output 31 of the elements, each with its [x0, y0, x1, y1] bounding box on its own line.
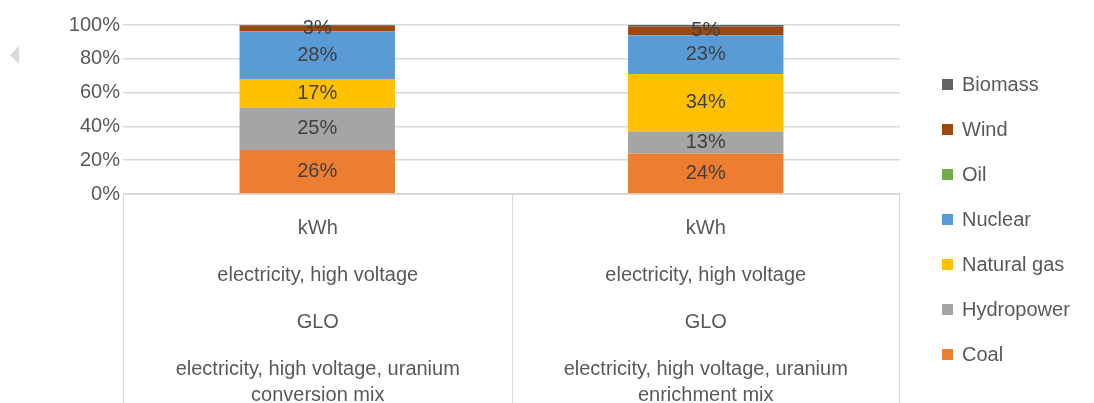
data-label: 17%: [297, 80, 338, 103]
y-tick-label: 20%: [79, 147, 121, 170]
data-label: 28%: [297, 42, 338, 65]
bar: [628, 131, 784, 154]
bar: [239, 150, 395, 194]
legend-label: Hydropower: [962, 298, 1070, 321]
y-tick-label: 60%: [79, 80, 121, 103]
y-tick-label: 100%: [68, 12, 121, 35]
category-label: kWh electricity, high voltage GLO electricity, high voltage, uranium enrichment mix: [563, 216, 848, 403]
category-label: kWh electricity, high voltage GLO electricity, high voltage, uranium conversion mix: [175, 216, 460, 403]
bar: [239, 107, 395, 151]
y-tick-label: 80%: [79, 46, 121, 69]
bar: [628, 74, 784, 132]
data-label: 25%: [297, 116, 338, 139]
data-label: 34%: [685, 90, 726, 113]
bar: [628, 35, 784, 75]
legend-label: Natural gas: [962, 253, 1065, 276]
y-tick-label: 0%: [91, 181, 121, 204]
legend-label: Oil: [962, 163, 987, 186]
bar: [628, 153, 784, 194]
legend-label: Wind: [962, 118, 1008, 141]
legend-label: Biomass: [962, 73, 1039, 96]
legend-label: Nuclear: [962, 208, 1031, 231]
y-tick-label: 40%: [79, 113, 121, 136]
legend-label: Coal: [962, 343, 1004, 366]
bar: [239, 79, 395, 108]
data-label: 23%: [685, 42, 726, 65]
data-label: 3%: [302, 15, 332, 38]
data-label: 24%: [685, 160, 726, 183]
data-label: 26%: [297, 159, 338, 182]
data-label: 13%: [685, 129, 726, 152]
